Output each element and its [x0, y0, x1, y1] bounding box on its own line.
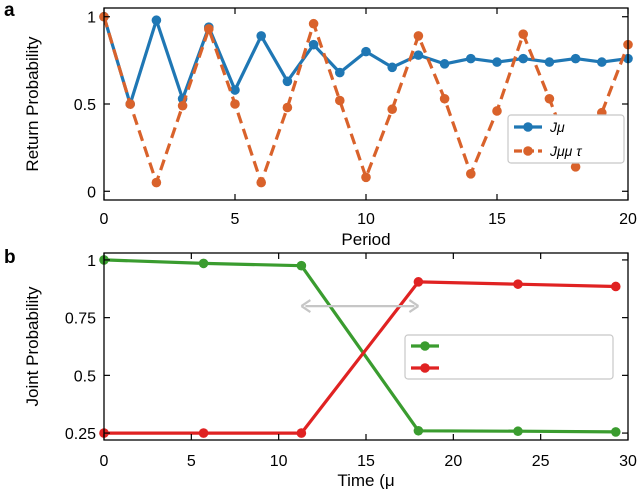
data-point	[439, 59, 450, 69]
data-point	[308, 18, 319, 29]
data-point	[513, 426, 523, 437]
data-point	[256, 31, 267, 41]
data-point	[361, 172, 371, 183]
x-tick-label: 10	[270, 453, 288, 470]
arrow-head-left	[300, 299, 311, 314]
series-line	[103, 258, 616, 434]
legend-box	[404, 334, 614, 380]
data-point	[256, 177, 267, 188]
data-point	[308, 39, 319, 50]
x-tick-label: 20	[619, 211, 637, 228]
data-point	[204, 24, 214, 34]
y-tick-label: 0.5	[74, 97, 96, 114]
panel-b: b 0 5 10 15 20 25 30 0.25 0.5 0.75 1 Time (μ Joint Pr…	[4, 247, 637, 489]
y-tick-label: 0	[87, 184, 96, 201]
legend-marker	[420, 341, 430, 351]
x-axis-label: Time (μ	[337, 471, 394, 489]
data-point	[518, 53, 528, 64]
legend-marker	[523, 122, 533, 132]
x-tick-label: 0	[100, 211, 109, 228]
data-point	[413, 425, 424, 436]
x-tick-label: 15	[357, 453, 375, 470]
data-point	[361, 46, 371, 57]
data-point	[282, 102, 293, 113]
series-line	[102, 16, 630, 185]
data-point	[466, 169, 476, 179]
data-point	[335, 95, 345, 106]
data-point	[570, 53, 581, 64]
data-point	[282, 76, 293, 87]
arrow-head-right	[408, 299, 420, 314]
data-point	[125, 99, 135, 109]
data-point	[466, 53, 476, 64]
y-axis-label: Return Probability	[23, 36, 42, 172]
y-axis-label: Joint Probability	[23, 286, 42, 407]
data-point	[413, 31, 424, 41]
data-point	[492, 106, 502, 116]
x-axis-label: Period	[341, 230, 390, 249]
data-point	[230, 85, 240, 95]
panel-a: a 0 5 10 15 20 0 0.5 1 Period Return Probability Jμ…	[4, 0, 637, 249]
x-tick-label: 0	[100, 453, 109, 470]
legend-marker	[523, 146, 533, 156]
data-point	[387, 104, 398, 115]
x-tick-label: 5	[187, 453, 196, 470]
data-point	[610, 427, 621, 437]
data-point	[198, 258, 209, 269]
legend-label: Jμμ τ	[549, 143, 582, 159]
data-point	[544, 57, 555, 67]
data-point	[296, 260, 307, 271]
x-tick-label: 30	[619, 453, 637, 470]
panel-label: a	[4, 0, 15, 21]
x-tick-label: 25	[532, 453, 550, 470]
legend-label: Jμ	[549, 119, 565, 135]
legend-marker	[420, 363, 430, 373]
y-tick-label: 0.25	[65, 426, 96, 443]
x-tick-label: 5	[231, 211, 240, 228]
x-tick-label: 20	[444, 453, 462, 470]
data-point	[335, 67, 345, 78]
y-tick-label: 1	[87, 10, 96, 27]
data-point	[570, 162, 581, 172]
data-point	[296, 428, 307, 438]
y-tick-label: 1	[87, 253, 96, 270]
x-tick-label: 15	[488, 211, 506, 228]
data-point	[439, 93, 450, 104]
data-point	[151, 177, 162, 188]
y-tick-label: 0.75	[65, 311, 96, 328]
data-point	[518, 29, 528, 39]
data-point	[492, 57, 502, 67]
data-point	[413, 277, 424, 287]
x-tick-label: 10	[357, 211, 375, 228]
data-point	[610, 281, 621, 292]
series-line	[104, 280, 616, 435]
data-point	[597, 57, 607, 67]
panel-label: b	[4, 247, 16, 268]
y-tick-label: 0.5	[74, 368, 96, 385]
data-point	[544, 93, 555, 104]
data-point	[413, 50, 424, 60]
data-point	[177, 100, 188, 111]
data-point	[513, 279, 523, 289]
data-point	[151, 15, 162, 26]
data-point	[387, 62, 398, 73]
data-point	[230, 99, 240, 109]
data-point	[198, 428, 209, 438]
